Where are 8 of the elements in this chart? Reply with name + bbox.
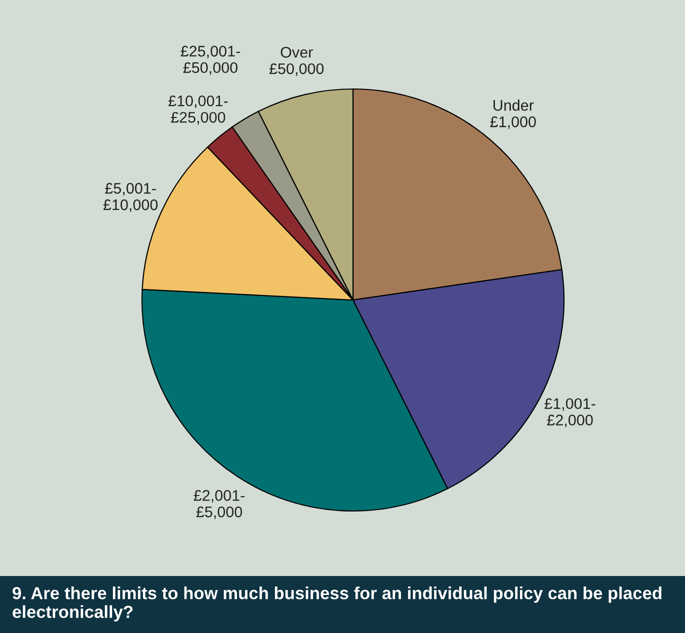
- slice-label: £2,001- £5,000: [194, 490, 244, 520]
- slice-label: Under £1,000: [490, 100, 536, 130]
- text: 9. Are there limits to how much business for an individual policy can be placed electronically?: [12, 586, 662, 622]
- slice-label: £10,001- £25,000: [168, 95, 228, 125]
- slice-label: £25,001- £50,000: [180, 46, 240, 75]
- slice-label: Over £50,000: [269, 46, 324, 76]
- slice-label: £5,001- £10,000: [103, 182, 158, 212]
- slice-label: £1,001- £2,000: [544, 398, 596, 428]
